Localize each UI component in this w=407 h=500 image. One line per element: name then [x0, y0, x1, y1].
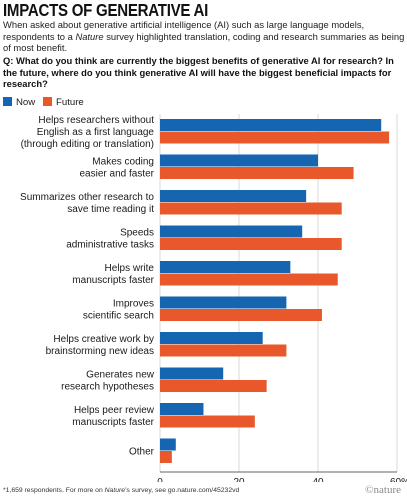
bar-future-5 — [160, 309, 322, 321]
bar-future-2 — [160, 202, 342, 215]
bar-future-4 — [160, 273, 338, 286]
bar-future-3 — [160, 238, 342, 250]
legend-label-now: Now — [16, 97, 36, 108]
survey-question: Q: What do you think are currently the b… — [3, 55, 394, 90]
category-label-6-line-0: Helps creative work by — [53, 334, 154, 345]
bar-now-5 — [160, 296, 287, 309]
bar-now-9 — [160, 438, 176, 451]
legend-item-future: Future — [43, 97, 84, 108]
x-tick-label-2: 40 — [312, 477, 324, 482]
category-label-0-line-2: (through editing or translation) — [21, 139, 154, 150]
chart-title: IMPACTS OF GENERATIVE AI — [3, 0, 209, 20]
footnote-part2: ’s survey, see go.nature.com/45232vd — [125, 487, 240, 494]
category-label-4-line-1: manuscripts faster — [72, 275, 154, 286]
category-label-4-line-0: Helps write — [105, 263, 155, 274]
category-label-0-line-0: Helps researchers without — [38, 115, 154, 126]
bar-future-9 — [160, 451, 172, 463]
intro-text-part1: When asked about generative artificial i… — [3, 19, 365, 42]
category-label-7-line-0: Generates new — [86, 370, 155, 381]
x-tick-label-3: 60% — [390, 477, 407, 482]
footnote: *1,659 respondents. For more on Nature’s… — [3, 487, 239, 494]
category-label-3-line-0: Speeds — [120, 228, 154, 239]
category-label-1-line-0: Makes coding — [92, 157, 154, 168]
legend-swatch-future — [43, 97, 52, 106]
intro-text-italic: Nature — [75, 30, 104, 42]
footnote-part1: *1,659 respondents. For more on — [3, 487, 105, 494]
category-label-6-line-1: brainstorming new ideas — [46, 346, 154, 357]
bar-now-6 — [160, 332, 263, 344]
category-label-3-line-1: administrative tasks — [66, 240, 154, 251]
bar-future-6 — [160, 344, 287, 357]
nature-logo: ©nature — [365, 484, 401, 496]
category-label-7-line-1: research hypotheses — [61, 382, 154, 393]
footnote-italic: Nature — [104, 487, 126, 494]
x-tick-label-1: 20 — [233, 477, 245, 482]
bar-future-1 — [160, 167, 354, 179]
bar-now-3 — [160, 225, 303, 238]
category-label-2-line-1: save time reading it — [67, 204, 154, 215]
bar-future-0 — [160, 131, 390, 144]
bar-now-1 — [160, 154, 318, 167]
bar-now-4 — [160, 261, 291, 273]
legend-swatch-now — [3, 97, 12, 106]
bar-now-0 — [160, 119, 382, 131]
bar-now-7 — [160, 367, 224, 380]
x-tick-label-0: 0 — [157, 477, 163, 482]
intro-text-part2: survey highlighted translation, coding a… — [3, 30, 405, 54]
category-label-5-line-1: scientific search — [83, 311, 154, 322]
bar-now-8 — [160, 403, 204, 415]
category-label-1-line-1: easier and faster — [80, 169, 155, 180]
bar-future-8 — [160, 415, 255, 428]
category-label-9-line-0: Other — [129, 447, 155, 458]
bar-future-7 — [160, 380, 267, 392]
category-label-8-line-0: Helps peer review — [74, 405, 155, 416]
legend-item-now: Now — [3, 97, 35, 108]
category-label-0-line-1: English as a first language — [37, 127, 155, 138]
category-label-5-line-0: Improves — [113, 299, 154, 310]
category-label-8-line-1: manuscripts faster — [72, 417, 154, 428]
category-label-2-line-0: Summarizes other research to — [20, 192, 154, 203]
intro-text: When asked about generative artificial i… — [3, 19, 406, 54]
legend-label-future: Future — [56, 97, 84, 108]
bar-now-2 — [160, 190, 307, 202]
